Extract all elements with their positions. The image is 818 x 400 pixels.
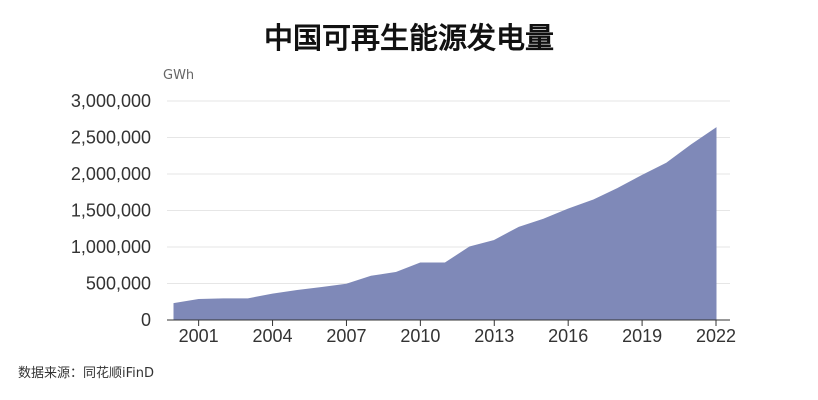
y-tick-label: 3,000,000 — [71, 91, 151, 111]
x-tick-label: 2013 — [474, 326, 514, 346]
y-tick-label: 0 — [141, 310, 151, 330]
x-tick-label: 2019 — [622, 326, 662, 346]
y-tick-label: 2,500,000 — [71, 128, 151, 148]
x-tick-labels: 2001 2004 2007 2010 2013 2016 2019 2022 — [179, 326, 736, 346]
x-tick-label: 2016 — [548, 326, 588, 346]
x-tick-label: 2022 — [696, 326, 736, 346]
y-tick-label: 500,000 — [86, 274, 151, 294]
y-tick-labels: 0 500,000 1,000,000 1,500,000 2,000,000 2,500… — [71, 91, 151, 330]
y-tick-label: 1,000,000 — [71, 237, 151, 257]
source-note: 数据来源：同花顺iFinD — [18, 365, 154, 381]
area-fill — [173, 127, 717, 321]
axes — [167, 319, 730, 326]
x-tick-label: 2010 — [400, 326, 440, 346]
x-tick-label: 2007 — [326, 326, 366, 346]
chart-title: 中国可再生能源发电量 — [264, 21, 554, 55]
area-series — [173, 127, 717, 321]
x-tick-label: 2004 — [253, 326, 293, 346]
x-tick-label: 2001 — [179, 326, 219, 346]
y-tick-label: 2,000,000 — [71, 164, 151, 184]
y-tick-label: 1,500,000 — [71, 201, 151, 221]
y-axis-unit: GWh — [163, 68, 194, 83]
